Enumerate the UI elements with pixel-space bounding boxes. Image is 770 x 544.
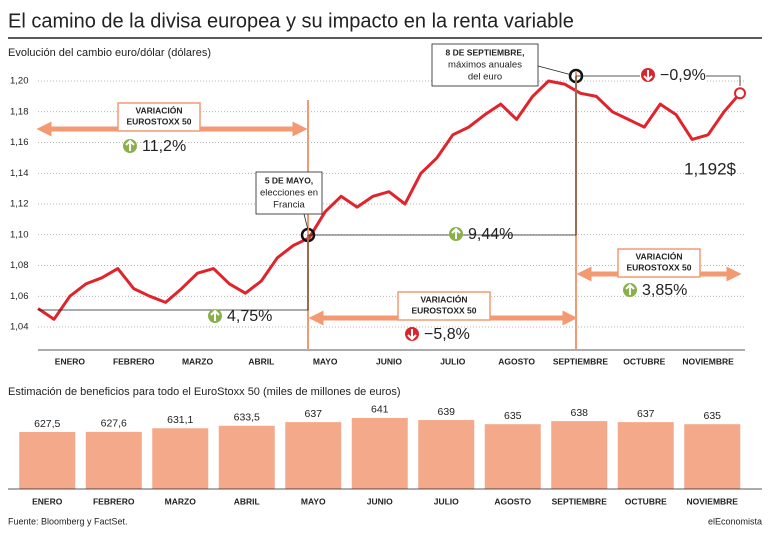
x-tick-label: SEPTIEMBRE [553, 356, 609, 366]
x-tick-label: SEPTIEMBRE [552, 496, 608, 506]
annotation: 11,2% [142, 138, 186, 155]
value-label: 639 [437, 406, 455, 418]
line-chart: 1,04 1,06 1,08 1,10 1,12 1,14 1,16 1,18 1,20 ENER… [10, 68, 746, 366]
x-tick-label: MARZO [182, 356, 214, 366]
x-tick-label: AGOSTO [494, 496, 531, 506]
bar [351, 417, 408, 489]
x-tick-label: ABRIL [248, 356, 274, 366]
annotation-box [397, 291, 491, 321]
bar [684, 424, 741, 489]
bar [85, 431, 142, 489]
line [37, 79, 742, 321]
annotation-box [117, 102, 201, 132]
leader [303, 213, 309, 231]
value-label: 641 [371, 404, 389, 416]
x-tick-label: FEBRERO [113, 356, 155, 366]
bar [418, 420, 475, 489]
annotation: 4,75% [227, 308, 272, 325]
x-tick-label: JULIO [440, 356, 465, 366]
title: El camino de la divisa europea y su impa… [8, 10, 574, 32]
value-label: 637 [304, 408, 322, 420]
annotation: −5,8% [424, 326, 470, 343]
annotation-box [255, 171, 323, 215]
x-tick-label: ENERO [55, 356, 86, 366]
annotation: VARIACIÓN [420, 293, 467, 304]
label-bg [640, 66, 706, 84]
value-label: 627,6 [101, 418, 127, 430]
bar [218, 425, 275, 489]
annotation: EUROSTOXX 50 [626, 262, 691, 272]
value-label: 638 [570, 407, 588, 419]
annotation: 8 DE SEPTIEMBRE, [446, 47, 525, 57]
value-label: 637 [637, 408, 655, 420]
annotation: Francia [273, 200, 305, 211]
bar [19, 432, 76, 489]
value-label: 631,1 [167, 414, 193, 426]
bar [285, 422, 342, 489]
value-label: 633,5 [234, 412, 260, 424]
y-tick-label: 1,08 [10, 260, 29, 271]
annotation: VARIACIÓN [635, 250, 682, 261]
annotation-box [431, 43, 539, 87]
bar [484, 424, 541, 489]
leader [537, 65, 573, 76]
y-tick-label: 1,12 [10, 199, 29, 210]
x-tick-label: NOVIEMBRE [682, 356, 734, 366]
x-tick-label: NOVIEMBRE [687, 496, 739, 506]
annotation: EUROSTOXX 50 [126, 116, 191, 126]
x-tick-label: MAYO [313, 356, 338, 366]
annotation-box [617, 248, 701, 278]
subtitle: Estimación de beneficios para todo el Eu… [8, 386, 401, 398]
y-tick-label: 1,04 [10, 322, 29, 333]
x-tick-label: JULIO [434, 496, 459, 506]
x-tick-label: JUNIO [367, 496, 393, 506]
y-tick-label: 1,20 [10, 76, 29, 87]
x-tick-label: OCTUBRE [625, 496, 667, 506]
y-tick-label: 1,14 [10, 168, 29, 179]
annotation: 9,44% [468, 226, 513, 243]
annotation: elecciones en [260, 188, 318, 199]
subtitle: Evolución del cambio euro/dólar (dólares… [8, 47, 211, 59]
x-tick-label: ENERO [32, 496, 63, 506]
value-label: 627,5 [34, 418, 60, 430]
annotation: EUROSTOXX 50 [411, 305, 476, 315]
y-tick-label: 1,16 [10, 137, 29, 148]
annotation: VARIACIÓN [135, 104, 182, 115]
x-tick-label: AGOSTO [498, 356, 535, 366]
annotation: −0,9% [660, 67, 706, 84]
annotation: máximos anuales [448, 60, 522, 71]
x-tick-label: JUNIO [376, 356, 402, 366]
bar [617, 422, 674, 489]
annotation: 5 DE MAYO, [265, 175, 313, 185]
y-tick-label: 1,06 [10, 291, 29, 302]
bar-chart: 627,5 ENERO 627,6 FEBRERO 631,1 MARZO 633,5 ABR… [8, 404, 762, 506]
y-tick-label: 1,10 [10, 229, 29, 240]
end-point [734, 87, 746, 100]
bar [551, 421, 608, 489]
brand: elEconomista [708, 516, 762, 526]
annotation: 1,192$ [684, 159, 737, 178]
x-tick-label: MAYO [301, 496, 326, 506]
value-label: 635 [703, 410, 721, 422]
value-label: 635 [504, 410, 522, 422]
annotation: del euro [468, 72, 502, 83]
source: Fuente: Bloomberg y FactSet. [8, 516, 128, 526]
x-tick-label: OCTUBRE [623, 356, 665, 366]
y-tick-label: 1,18 [10, 106, 29, 117]
x-tick-label: MARZO [165, 496, 197, 506]
reference-lines [38, 75, 741, 311]
bar [152, 428, 209, 489]
annotations: VARIACIÓN EUROSTOXX 50 11,2% 5 DE MAYO, … [36, 43, 742, 350]
x-tick-label: ABRIL [234, 496, 260, 506]
x-tick-label: FEBRERO [93, 496, 135, 506]
annotation: 3,85% [642, 282, 687, 299]
